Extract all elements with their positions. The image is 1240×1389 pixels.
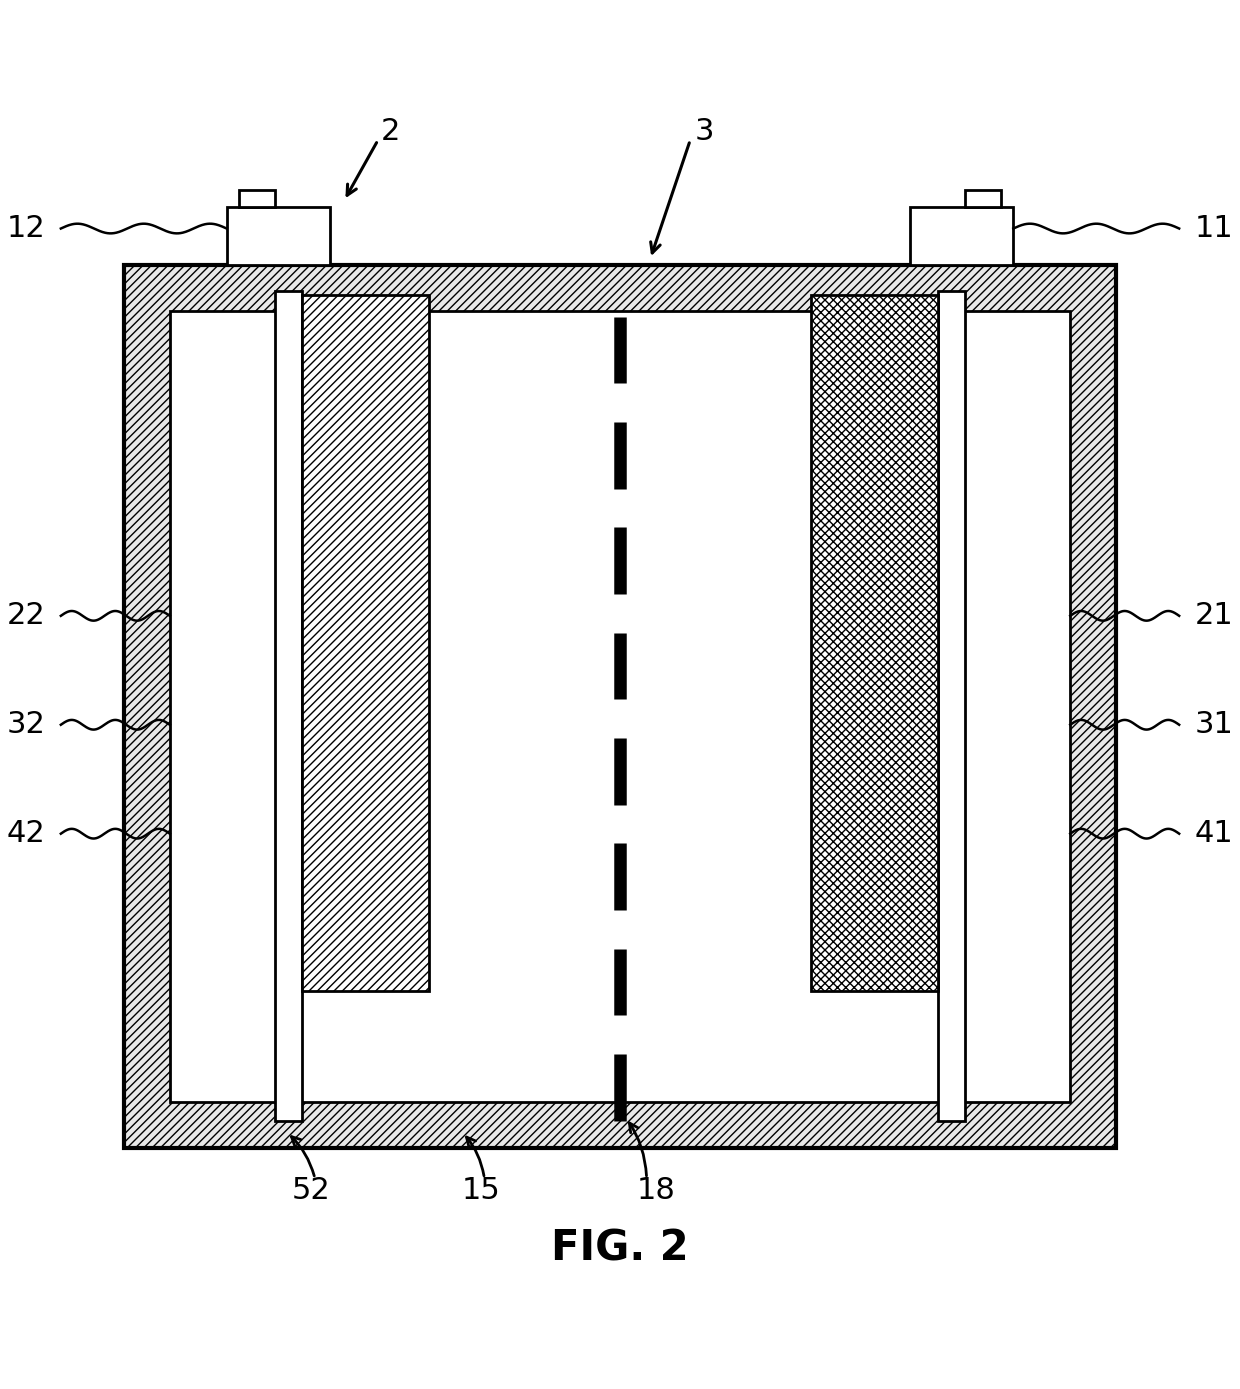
Bar [275,292,301,1121]
Bar [170,311,1070,1103]
Bar [227,207,330,265]
Text: 15: 15 [461,1176,500,1206]
Text: 41: 41 [1195,820,1234,849]
Text: 18: 18 [637,1176,676,1206]
Bar [939,292,965,1121]
Text: 12: 12 [6,214,45,243]
Bar [910,207,1013,265]
Text: 22: 22 [6,601,45,631]
Text: 31: 31 [1195,710,1234,739]
Bar [301,294,429,990]
Bar [239,190,275,207]
Text: FIG. 2: FIG. 2 [552,1228,688,1270]
Text: 11: 11 [1195,214,1234,243]
Text: 52: 52 [291,1176,331,1206]
Bar [965,190,1001,207]
Text: 32: 32 [6,710,45,739]
Bar [124,265,1116,1149]
Text: 3: 3 [694,117,714,146]
Text: 21: 21 [1195,601,1234,631]
Text: 42: 42 [6,820,45,849]
Bar [811,294,939,990]
Text: 2: 2 [381,117,399,146]
